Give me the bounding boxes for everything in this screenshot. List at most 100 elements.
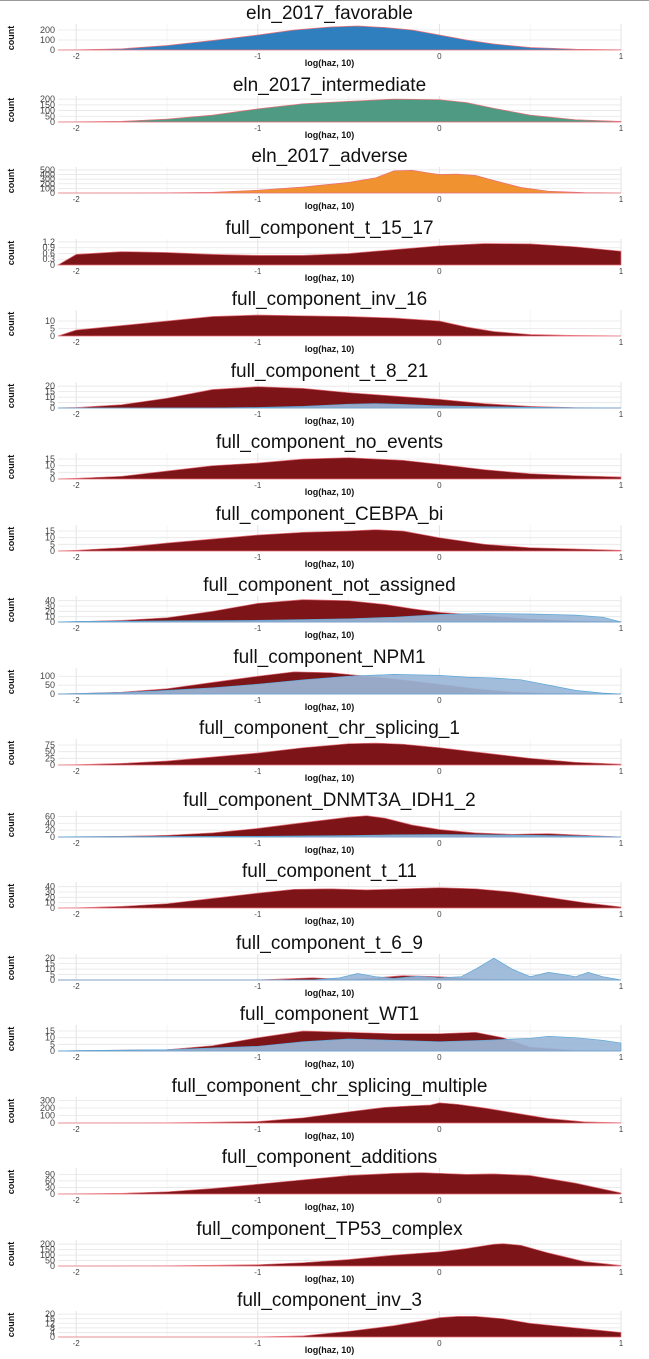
x-tick-label: 1 bbox=[619, 1339, 624, 1348]
x-tick-label: -2 bbox=[73, 553, 81, 562]
y-tick-label: 90 bbox=[45, 1169, 55, 1179]
x-axis-label: log(haz, 10) bbox=[305, 1059, 355, 1069]
y-tick-label: 20 bbox=[45, 953, 55, 963]
x-tick-label: 1 bbox=[619, 1268, 624, 1277]
y-tick-label: 300 bbox=[40, 1095, 55, 1105]
x-tick-label: 0 bbox=[437, 124, 442, 133]
y-tick-label: 5 bbox=[50, 397, 55, 407]
density-area-1 bbox=[57, 814, 622, 837]
density-area-1 bbox=[57, 170, 622, 194]
chart-title: full_component_chr_splicing_multiple bbox=[172, 1076, 488, 1097]
y-tick-label: 0 bbox=[50, 188, 55, 198]
x-tick-label: 0 bbox=[437, 910, 442, 919]
y-tick-label: 10 bbox=[45, 316, 55, 326]
x-tick-label: -2 bbox=[73, 696, 81, 705]
chart-title: eln_2017_adverse bbox=[251, 146, 407, 167]
x-tick-label: 0 bbox=[437, 52, 442, 61]
x-axis-label: log(haz, 10) bbox=[305, 1131, 355, 1141]
x-tick-label: -1 bbox=[254, 839, 262, 848]
y-axis-label: count bbox=[6, 1313, 16, 1338]
y-tick-label: 30 bbox=[45, 1182, 55, 1192]
y-axis-label: count bbox=[6, 26, 16, 51]
chart-title: full_component_t_8_21 bbox=[231, 361, 429, 382]
x-tick-label: -1 bbox=[254, 267, 262, 276]
chart-title: eln_2017_intermediate bbox=[233, 75, 426, 96]
x-tick-label: -2 bbox=[73, 1339, 81, 1348]
density-area-1 bbox=[57, 314, 622, 337]
y-tick-label: 0.6 bbox=[42, 248, 55, 258]
y-tick-label: 100 bbox=[40, 183, 55, 193]
x-tick-label: -2 bbox=[73, 410, 81, 419]
x-tick-label: 1 bbox=[619, 410, 624, 419]
x-axis-label: log(haz, 10) bbox=[305, 1274, 355, 1284]
y-axis-label: count bbox=[6, 526, 16, 551]
x-tick-label: -2 bbox=[73, 267, 81, 276]
y-tick-label: 5 bbox=[50, 969, 55, 979]
y-tick-label: 0 bbox=[50, 832, 55, 842]
y-axis-label: count bbox=[6, 1098, 16, 1123]
density-area-1 bbox=[57, 98, 622, 122]
chart-title: full_component_t_15_17 bbox=[225, 218, 433, 239]
y-tick-label: 0.3 bbox=[42, 254, 55, 264]
chart-title: full_component_t_6_9 bbox=[236, 933, 423, 954]
chart-panel-16: full_component_chr_splicing_multiple0100… bbox=[6, 1076, 624, 1141]
y-tick-label: 10 bbox=[45, 898, 55, 908]
y-tick-label: 100 bbox=[40, 35, 55, 45]
x-tick-label: 1 bbox=[619, 267, 624, 276]
x-tick-label: 1 bbox=[619, 1125, 624, 1134]
x-axis-label: log(haz, 10) bbox=[305, 344, 355, 354]
y-axis-label: count bbox=[6, 1027, 16, 1052]
x-axis-label: log(haz, 10) bbox=[305, 58, 355, 68]
x-tick-label: -2 bbox=[73, 910, 81, 919]
x-tick-label: 0 bbox=[437, 839, 442, 848]
density-area-1 bbox=[58, 1316, 622, 1338]
y-tick-label: 0 bbox=[50, 1046, 55, 1056]
density-area-1 bbox=[57, 1242, 622, 1266]
chart-title: full_component_no_events bbox=[216, 432, 443, 453]
density-area-1 bbox=[57, 385, 622, 408]
y-tick-label: 5 bbox=[50, 539, 55, 549]
y-tick-label: 100 bbox=[40, 1250, 55, 1260]
y-tick-label: 50 bbox=[45, 680, 55, 690]
density-area-2 bbox=[57, 833, 622, 837]
y-tick-label: 0 bbox=[50, 617, 55, 627]
x-tick-label: 0 bbox=[437, 267, 442, 276]
y-tick-label: 20 bbox=[45, 825, 55, 835]
x-tick-label: 0 bbox=[437, 1196, 442, 1205]
density-area-2 bbox=[57, 613, 622, 623]
y-axis-label: count bbox=[6, 240, 16, 265]
x-tick-label: 1 bbox=[619, 124, 624, 133]
y-tick-label: 15 bbox=[45, 1026, 55, 1036]
x-tick-label: -2 bbox=[73, 624, 81, 633]
y-tick-label: 20 bbox=[45, 381, 55, 391]
y-tick-label: 5 bbox=[50, 1039, 55, 1049]
chart-title: full_component_NPM1 bbox=[233, 647, 425, 668]
x-tick-label: 0 bbox=[437, 1268, 442, 1277]
x-tick-label: -1 bbox=[254, 624, 262, 633]
chart-title: full_component_DNMT3A_IDH1_2 bbox=[183, 790, 476, 811]
y-axis-label: count bbox=[6, 812, 16, 837]
y-axis-label: count bbox=[6, 312, 16, 337]
y-tick-label: 5 bbox=[50, 324, 55, 334]
y-tick-label: 150 bbox=[40, 99, 55, 109]
x-tick-label: 0 bbox=[437, 1053, 442, 1062]
x-axis-label: log(haz, 10) bbox=[305, 988, 355, 998]
x-tick-label: 1 bbox=[619, 982, 624, 991]
y-tick-label: 60 bbox=[45, 1176, 55, 1186]
y-tick-label: 10 bbox=[45, 964, 55, 974]
x-tick-label: -1 bbox=[254, 410, 262, 419]
y-axis-label: count bbox=[6, 669, 16, 694]
y-tick-label: 0 bbox=[50, 403, 55, 413]
y-tick-label: 0.9 bbox=[42, 242, 55, 252]
x-tick-label: -2 bbox=[73, 1125, 81, 1134]
x-tick-label: -1 bbox=[254, 481, 262, 490]
y-tick-label: 100 bbox=[40, 671, 55, 681]
chart-title: full_component_WT1 bbox=[240, 1004, 420, 1025]
y-tick-label: 5 bbox=[50, 467, 55, 477]
x-tick-label: -1 bbox=[254, 1268, 262, 1277]
x-tick-label: -1 bbox=[254, 52, 262, 61]
